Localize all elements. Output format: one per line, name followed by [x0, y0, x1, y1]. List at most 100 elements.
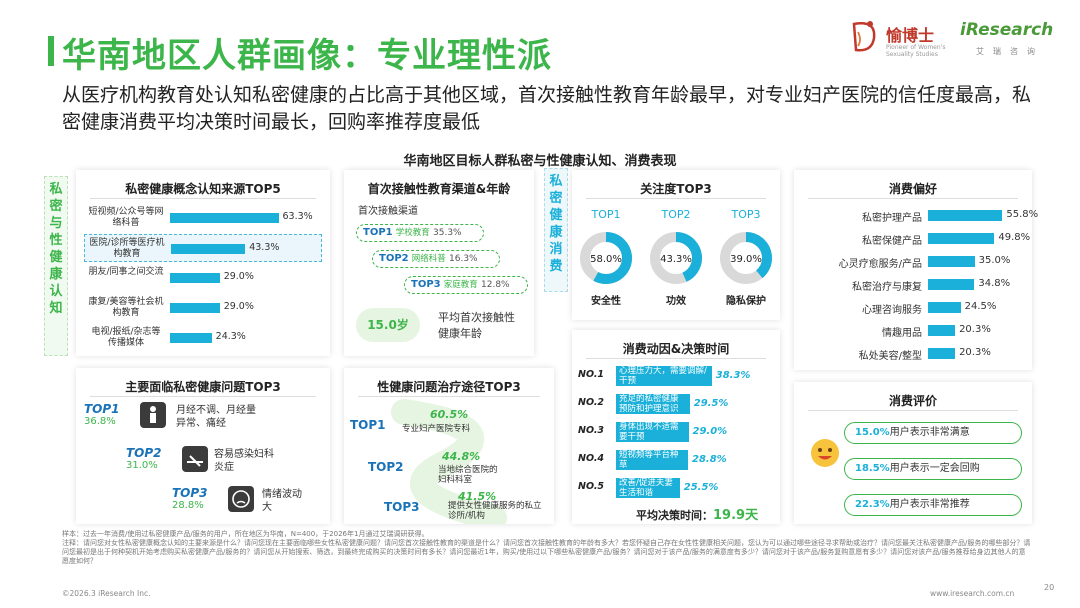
- decision-time: 平均决策时间：19.9天: [636, 508, 759, 523]
- evaluation-panel: 消费评价 15.0%用户表示非常满意 18.5%用户表示一定会回购 22.3%用…: [794, 382, 1032, 524]
- page-title: 华南地区人群画像：专业理性派: [62, 36, 552, 76]
- bar-value: 20.3%: [959, 347, 991, 358]
- awareness-source-row: 康复/美容等社会机构教育 29.0%: [84, 294, 322, 322]
- bar: [170, 213, 279, 223]
- motivation-row: NO.2 充足的私密健康预防和护理意识 29.5%: [578, 392, 754, 414]
- bar-value: 63.3%: [282, 211, 313, 222]
- chart-title: 华南地区目标人群私密与性健康认知、消费表现: [403, 154, 677, 169]
- smile-icon: [811, 439, 839, 467]
- side-label-consumption: 私密健康消费: [544, 168, 568, 292]
- bar-label: 心灵疗愈服务/产品: [838, 259, 922, 270]
- preference-row: 心灵疗愈服务/产品 35.0%: [794, 252, 1032, 272]
- bar-value: 38.3%: [715, 370, 751, 381]
- preference-row: 私密治疗与康复 34.8%: [794, 275, 1032, 295]
- preference-row: 心理咨询服务 24.5%: [794, 298, 1032, 318]
- bar-value: 35.0%: [978, 255, 1011, 266]
- motivation-rank: NO.1: [578, 369, 605, 380]
- awareness-source-title: 私密健康概念认知来源TOP5: [125, 182, 281, 196]
- bar-value: 29.0%: [223, 271, 254, 282]
- consumption-preference-title: 消费偏好: [888, 182, 937, 196]
- bar-label: 心理咨询服务: [862, 305, 922, 316]
- bar-label: 朋友/同事之间交流: [88, 267, 164, 277]
- bar-value: 49.8%: [998, 232, 1031, 243]
- motivation-panel: 消费动因&决策时间 NO.1 心理压力大，需要调解/干预 38.3% NO.2 充足的私…: [572, 330, 780, 524]
- path-value: 44.8%: [442, 450, 481, 463]
- focus-top3-panel: 关注度TOP3 TOP1 58.0% 安全性 TOP2 43.3% 功效 TOP3 39.0%…: [572, 170, 780, 320]
- page-subtitle: 从医疗机构教育处认知私密健康的占比高于其他区域，首次接触性教育年龄最早，对专业妇…: [62, 84, 1032, 133]
- donut-rank: TOP2: [660, 208, 690, 221]
- mood-icon: [228, 486, 254, 512]
- donut-value: 43.3%: [660, 254, 692, 265]
- bar: 改善/促进夫妻生活和谐: [616, 478, 680, 498]
- brand-name: 愉博士: [886, 26, 935, 45]
- donut-rank: TOP1: [590, 208, 620, 221]
- donut-value: 39.0%: [730, 254, 762, 265]
- first-channel-label: 首次接触渠道: [358, 206, 418, 217]
- bar-value: 43.3%: [249, 242, 280, 253]
- awareness-source-panel: 私密健康概念认知来源TOP5 短视频/公众号等网络科普 63.3% 医院/诊所等医疗…: [76, 170, 330, 356]
- side-label-awareness: 私密与性健康认知: [44, 176, 68, 356]
- channel-row: TOP1 学校教育 35.3%: [356, 224, 484, 242]
- bar-label: 私处美容/整型: [858, 351, 922, 362]
- website: www.iresearch.com.cn: [930, 589, 1015, 598]
- bar: [928, 325, 956, 336]
- bar: 心理压力大，需要调解/干预: [616, 366, 712, 386]
- bar-value: 29.0%: [692, 426, 728, 437]
- path-name: 提供女性健康服务的私立诊所/机构: [448, 501, 542, 521]
- path-name: 当地综合医院的妇科科室: [438, 465, 498, 485]
- focus-donuts: TOP1 58.0% 安全性 TOP2 43.3% 功效 TOP3 39.0% 隐私保护: [580, 208, 772, 307]
- bar-value: 24.5%: [964, 301, 997, 312]
- bar: 身体出现不适需要干预: [616, 422, 689, 442]
- brand-tagline: Pioneer of Women's Sexuality Studies: [886, 44, 946, 58]
- brand-logo-icon: [852, 21, 876, 52]
- evaluation-row: 15.0%用户表示非常满意: [844, 422, 1022, 444]
- path-value: 60.5%: [430, 408, 469, 421]
- bar: [170, 333, 212, 343]
- sex-education-title: 首次接触性教育渠道&年龄: [367, 182, 511, 196]
- bar: [928, 256, 975, 267]
- path-rank: TOP2: [368, 460, 404, 474]
- bar: [928, 348, 956, 359]
- bar: 充足的私密健康预防和护理意识: [616, 394, 690, 414]
- donut-value: 58.0%: [590, 254, 622, 265]
- infection-icon: [182, 446, 208, 472]
- channel-row: TOP2 网络科普 16.3%: [372, 250, 500, 268]
- treatment-path-title: 性健康问题治疗途径TOP3: [377, 380, 521, 394]
- bar-value: 29.5%: [693, 398, 729, 409]
- motivation-row: NO.5 改善/促进夫妻生活和谐 25.5%: [578, 476, 754, 498]
- issue-row: TOP1 36.8% 月经不调、月经量异常、痛经: [84, 402, 256, 429]
- bar-label: 私密治疗与康复: [852, 282, 922, 293]
- bar: 短视频等平台种草: [616, 450, 688, 470]
- iresearch-logo: iResearch: [960, 20, 1054, 40]
- bar-label: 私密护理产品: [862, 213, 922, 224]
- bar: [928, 302, 961, 313]
- preference-row: 私密护理产品 55.8%: [794, 206, 1038, 226]
- copyright: ©2026.3 iResearch Inc.: [62, 589, 151, 598]
- donut-name: 隐私保护: [726, 294, 766, 307]
- preference-row: 情趣用品 20.3%: [794, 321, 1032, 341]
- logo: 愉博士 Pioneer of Women's Sexuality Studies…: [848, 16, 1056, 72]
- awareness-source-row: 电视/报纸/杂志等传播媒体 24.3%: [84, 324, 322, 352]
- bar-label: 私密保健产品: [862, 236, 922, 247]
- motivation-rank: NO.3: [578, 425, 605, 436]
- focus-top3-title: 关注度TOP3: [640, 182, 712, 196]
- bar: [928, 233, 995, 244]
- evaluation-row: 22.3%用户表示非常推荐: [844, 494, 1022, 516]
- bar: [170, 273, 220, 283]
- motivation-row: NO.4 短视频等平台种草 28.8%: [578, 448, 754, 470]
- page-number: 20: [1044, 583, 1055, 592]
- donut-slice: [580, 232, 632, 284]
- bar-label: 电视/报纸/杂志等传播媒体: [91, 327, 161, 348]
- consumption-preference-panel: 消费偏好 私密护理产品 55.8% 私密保健产品 49.8% 心灵疗愈服务/产品 35.0…: [794, 170, 1038, 370]
- preference-row: 私密保健产品 49.8%: [794, 229, 1032, 249]
- sex-education-panel: 首次接触性教育渠道&年龄 首次接触渠道 TOP1 学校教育 35.3% TOP2…: [344, 170, 534, 356]
- bar-label: 医院/诊所等医疗机构教育: [89, 238, 165, 259]
- bar: [928, 210, 1003, 221]
- bar: [171, 244, 246, 254]
- bar: [170, 303, 220, 313]
- path-name: 专业妇产医院专科: [402, 424, 471, 434]
- issue-row: TOP3 28.8% 情绪波动大: [172, 486, 302, 513]
- bar-value: 25.5%: [683, 482, 719, 493]
- health-issues-panel: 主要面临私密健康问题TOP3 TOP1 36.8% 月经不调、月经量异常、痛经 …: [76, 368, 330, 524]
- motivation-rank: NO.5: [578, 481, 605, 492]
